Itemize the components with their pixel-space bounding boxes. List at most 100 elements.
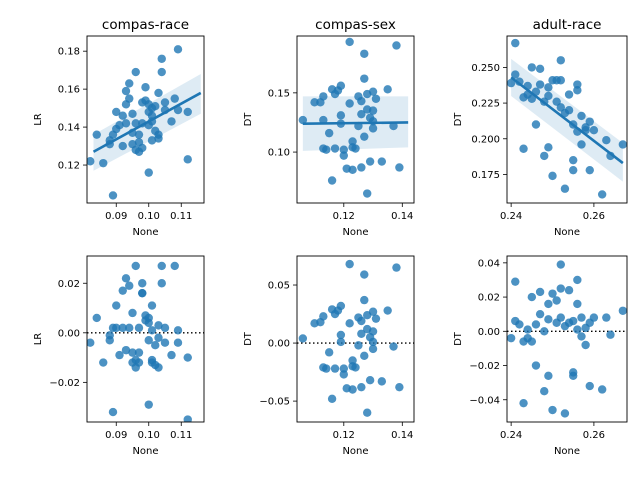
data-point [395, 163, 404, 172]
data-point [354, 121, 363, 131]
data-point [128, 128, 137, 137]
data-point [154, 333, 163, 342]
data-point [327, 176, 337, 185]
data-point [368, 87, 378, 96]
data-point [348, 356, 357, 365]
plot-area [507, 260, 627, 418]
chart-title: compas-race [102, 17, 189, 33]
data-point [138, 288, 147, 298]
data-point [544, 83, 553, 92]
data-point [128, 348, 137, 357]
data-point [357, 163, 366, 172]
data-point [167, 350, 176, 360]
data-point [569, 316, 578, 326]
data-point [147, 301, 157, 310]
data-point [606, 330, 615, 339]
data-point [92, 130, 101, 139]
data-point [330, 364, 340, 373]
x-tick-label: 0.10 [138, 211, 160, 222]
data-point [573, 325, 582, 334]
data-point [354, 341, 363, 350]
data-point [523, 81, 532, 91]
data-point [134, 348, 144, 357]
data-point [131, 67, 140, 77]
chart-panel-1: 0.09 0.10 0.11 0.12 0.14 0.16 0.18 compas-race N… [33, 17, 205, 238]
y-tick-label: 0.05 [268, 281, 290, 292]
plot-area [87, 45, 202, 200]
data-point [389, 121, 398, 131]
data-point [544, 143, 553, 152]
chart-panel-4: 0.09 0.10 0.11 −0.02 0.00 0.02 None LR [33, 255, 205, 457]
data-point [324, 128, 334, 138]
data-point [105, 331, 114, 340]
data-point [336, 111, 346, 120]
data-point [336, 119, 346, 128]
data-point [118, 111, 127, 120]
data-point [544, 91, 553, 101]
y-tick-label: 0.00 [478, 327, 500, 338]
data-point [577, 332, 586, 341]
data-point [357, 329, 366, 338]
data-point [527, 337, 537, 346]
data-point [298, 334, 308, 343]
axes-frame [296, 35, 415, 204]
y-tick-label: 0.225 [471, 99, 500, 110]
data-point [336, 330, 346, 340]
data-point [173, 326, 183, 335]
data-point [115, 350, 124, 360]
data-point [339, 370, 348, 379]
data-point [368, 106, 378, 115]
data-point [519, 144, 528, 153]
x-tick-label: 0.12 [333, 211, 355, 222]
data-point [108, 407, 118, 417]
data-point [363, 408, 372, 417]
data-point [585, 381, 594, 391]
data-point [134, 323, 144, 333]
data-point [368, 337, 378, 347]
data-point [151, 102, 160, 111]
data-point [173, 338, 183, 347]
y-axis-label: DT [453, 331, 464, 346]
data-point [527, 292, 537, 302]
data-point [322, 364, 331, 373]
x-tick-label: 0.14 [391, 430, 413, 441]
data-point [108, 191, 118, 200]
data-point [141, 83, 150, 92]
x-axis-label: None [132, 227, 158, 238]
plot-area [298, 37, 409, 198]
data-point [118, 286, 127, 295]
data-point [121, 274, 131, 283]
x-tick-label: 0.09 [105, 430, 127, 441]
data-point [348, 137, 357, 146]
data-point [360, 351, 369, 361]
data-point [383, 306, 392, 315]
data-point [560, 409, 570, 418]
data-point [147, 136, 157, 145]
x-tick-label: 0.26 [583, 430, 605, 441]
data-point [157, 261, 166, 271]
data-point [569, 155, 578, 165]
data-point [544, 299, 553, 309]
data-point [544, 315, 553, 324]
x-axis-label: None [554, 227, 580, 238]
data-point [560, 184, 570, 193]
data-point [345, 319, 354, 328]
y-tick-label: 0.16 [58, 85, 80, 96]
data-point [523, 325, 532, 334]
data-point [548, 289, 557, 298]
data-point [368, 327, 378, 336]
data-point [327, 394, 337, 403]
data-point [606, 151, 615, 161]
data-point [363, 189, 372, 198]
y-tick-label: 0.00 [58, 328, 80, 339]
data-point [360, 49, 369, 58]
data-point [368, 124, 378, 133]
data-point [535, 309, 545, 319]
data-point [511, 70, 520, 79]
data-point [183, 353, 192, 362]
data-point [597, 385, 607, 394]
data-point [131, 119, 140, 128]
data-point [540, 386, 549, 396]
data-point [573, 299, 582, 309]
y-tick-label: 0.18 [58, 47, 80, 58]
